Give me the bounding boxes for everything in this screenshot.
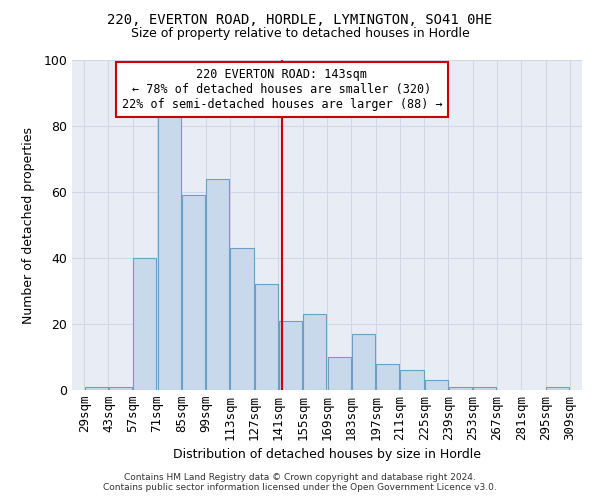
X-axis label: Distribution of detached houses by size in Hordle: Distribution of detached houses by size … <box>173 448 481 461</box>
Bar <box>206 179 229 390</box>
Bar <box>449 386 472 390</box>
Bar <box>303 314 326 390</box>
Bar <box>473 386 496 390</box>
Bar <box>230 248 254 390</box>
Bar <box>279 320 302 390</box>
Bar <box>546 386 569 390</box>
Text: Contains HM Land Registry data © Crown copyright and database right 2024.
Contai: Contains HM Land Registry data © Crown c… <box>103 473 497 492</box>
Bar <box>85 386 108 390</box>
Bar <box>133 258 157 390</box>
Bar <box>158 113 181 390</box>
Bar <box>400 370 424 390</box>
Text: 220 EVERTON ROAD: 143sqm
← 78% of detached houses are smaller (320)
22% of semi-: 220 EVERTON ROAD: 143sqm ← 78% of detach… <box>122 68 442 112</box>
Text: 220, EVERTON ROAD, HORDLE, LYMINGTON, SO41 0HE: 220, EVERTON ROAD, HORDLE, LYMINGTON, SO… <box>107 12 493 26</box>
Y-axis label: Number of detached properties: Number of detached properties <box>22 126 35 324</box>
Bar <box>182 196 205 390</box>
Bar <box>376 364 400 390</box>
Bar <box>425 380 448 390</box>
Text: Size of property relative to detached houses in Hordle: Size of property relative to detached ho… <box>131 28 469 40</box>
Bar <box>352 334 375 390</box>
Bar <box>254 284 278 390</box>
Bar <box>328 357 351 390</box>
Bar <box>109 386 132 390</box>
